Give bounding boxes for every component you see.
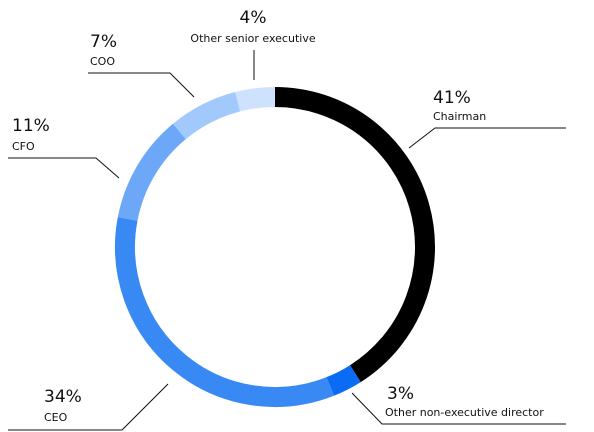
slice-pct-other-non-executive-director: 3% bbox=[387, 384, 414, 404]
leader-line-ceo bbox=[8, 383, 169, 431]
slice-pct-other-senior-executive: 4% bbox=[240, 8, 267, 28]
leader-line-other-non-executive-director bbox=[351, 392, 566, 425]
slice-label-other-non-executive-director: Other non-executive director bbox=[385, 406, 544, 419]
donut-slice-coo bbox=[173, 92, 241, 140]
leader-line-cfo bbox=[8, 157, 120, 179]
donut-slice-other-non-executive-director bbox=[326, 365, 361, 396]
slice-label-coo: COO bbox=[90, 55, 115, 68]
donut-slice-cfo bbox=[117, 123, 186, 221]
donut-slice-chairman bbox=[274, 87, 435, 383]
slice-label-other-senior-executive: Other senior executive bbox=[190, 32, 315, 45]
leader-line-coo bbox=[88, 72, 195, 98]
slice-pct-chairman: 41% bbox=[433, 88, 471, 108]
slice-pct-ceo: 34% bbox=[44, 387, 82, 407]
donut-slice-other-senior-executive bbox=[235, 87, 276, 112]
slice-label-cfo: CFO bbox=[12, 140, 35, 153]
leader-line-chairman bbox=[408, 127, 566, 149]
donut-slice-ceo bbox=[115, 217, 334, 407]
donut-slices bbox=[115, 87, 435, 407]
slice-label-ceo: CEO bbox=[44, 411, 68, 424]
slice-label-chairman: Chairman bbox=[433, 110, 486, 123]
slice-pct-coo: 7% bbox=[90, 32, 117, 52]
slice-pct-cfo: 11% bbox=[12, 116, 50, 136]
